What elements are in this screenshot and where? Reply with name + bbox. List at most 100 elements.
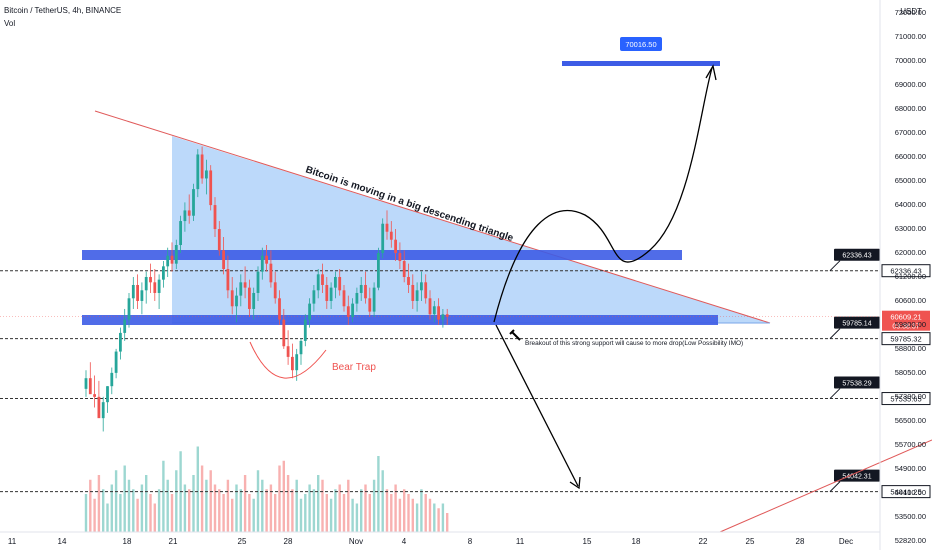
y-tick-label: 72000.00 [895, 8, 926, 17]
candle-body [368, 298, 372, 312]
volume-bar [372, 479, 376, 532]
candle-body [110, 372, 114, 387]
candle-body [196, 154, 200, 190]
candle-body [248, 287, 251, 309]
candle-body [136, 284, 139, 301]
candle-body [88, 378, 92, 395]
rising-trendline [719, 439, 932, 533]
volume-bar [209, 470, 212, 532]
level-callout: 62336.43 [842, 253, 871, 260]
candle-body [153, 282, 157, 293]
candle-body [441, 314, 445, 320]
support-band [82, 315, 718, 325]
y-tick-label: 58800.00 [895, 344, 926, 353]
volume-bar [364, 484, 367, 532]
volume-bar [295, 479, 298, 532]
candle-body [252, 292, 256, 309]
candle-body [394, 239, 397, 254]
volume-bar [291, 489, 294, 532]
volume-bars [84, 446, 449, 532]
volume-bar [157, 489, 161, 532]
candles [84, 146, 449, 432]
volume-bar [398, 498, 402, 532]
volume-bar [89, 479, 92, 532]
candle-body [402, 261, 406, 277]
volume-bar [351, 498, 354, 532]
level-callout-pointer [829, 328, 841, 339]
candle-body [183, 210, 187, 222]
candle-body [157, 279, 161, 293]
volume-bar [355, 503, 359, 532]
x-tick-label: Nov [349, 537, 363, 546]
bullish-arrowhead [705, 64, 717, 81]
breakout-annotation: Breakout of this strong support will cau… [525, 340, 743, 347]
candle-body [303, 319, 307, 341]
level-callout-box [834, 248, 880, 261]
candle-body [222, 250, 225, 269]
volume-bar [304, 494, 307, 532]
candle-body [428, 298, 432, 315]
candle-body [213, 205, 217, 230]
volume-bar [265, 489, 268, 532]
candle-body [299, 340, 303, 355]
level-callout-pointer [829, 481, 841, 492]
candle-body [312, 290, 316, 304]
y-tick-label: 53500.00 [895, 512, 926, 521]
volume-bar [93, 498, 96, 532]
x-tick-label: 25 [238, 537, 247, 546]
volume-bar [132, 489, 135, 532]
candle-body [239, 282, 243, 296]
volume-bar [110, 484, 113, 532]
bear-trap-annotation: Bear Trap [332, 362, 376, 373]
volume-bar [420, 489, 423, 532]
candle-body [282, 319, 286, 347]
x-tick-label: 18 [123, 537, 132, 546]
candle-body [334, 276, 337, 288]
level-callout: 54042.31 [842, 474, 871, 481]
volume-bar [317, 475, 320, 532]
candle-body [415, 290, 419, 301]
candle-body [187, 210, 191, 216]
candle-body [432, 306, 436, 315]
level-callout-box [834, 469, 880, 482]
x-tick-label: 28 [284, 537, 293, 546]
volume-bar [243, 475, 247, 532]
level-callout: 57538.29 [842, 381, 871, 388]
candle-body [321, 274, 324, 285]
y-tick-label: 55700.00 [895, 440, 926, 449]
candle-body [243, 282, 247, 288]
x-tick-label: 8 [468, 537, 473, 546]
volume-bar [192, 475, 195, 532]
volume-bar [222, 494, 225, 532]
candle-body [407, 276, 410, 285]
level-callout-pointer [829, 260, 841, 272]
y-tick-label: 64000.00 [895, 200, 926, 209]
volume-bar [428, 498, 432, 532]
candle-body [144, 276, 148, 291]
x-tick-label: 18 [632, 537, 641, 546]
volume-bar [381, 470, 384, 532]
chart-title: Bitcoin / TetherUS, 4h, BINANCE [4, 6, 122, 15]
candle-body [200, 154, 204, 179]
volume-bar [308, 484, 311, 532]
candle-body [338, 276, 342, 291]
volume-bar [385, 489, 389, 532]
candle-body [355, 292, 359, 304]
y-tick-label: 58050.00 [895, 368, 926, 377]
y-tick-label: 65000.00 [895, 176, 926, 185]
candle-body [342, 290, 346, 307]
volume-bar [188, 489, 191, 532]
candle-body [209, 170, 213, 206]
x-tick-label: 25 [746, 537, 755, 546]
triangle-resistance-line [94, 110, 771, 324]
support-bands [82, 61, 720, 325]
volume-bar [360, 489, 363, 532]
candle-body [381, 223, 385, 254]
y-tick-label: 67000.00 [895, 128, 926, 137]
candle-body [389, 231, 393, 240]
volume-bar [256, 470, 260, 532]
volume-bar [170, 494, 174, 532]
volume-bar [218, 489, 221, 532]
candle-body [346, 306, 350, 317]
